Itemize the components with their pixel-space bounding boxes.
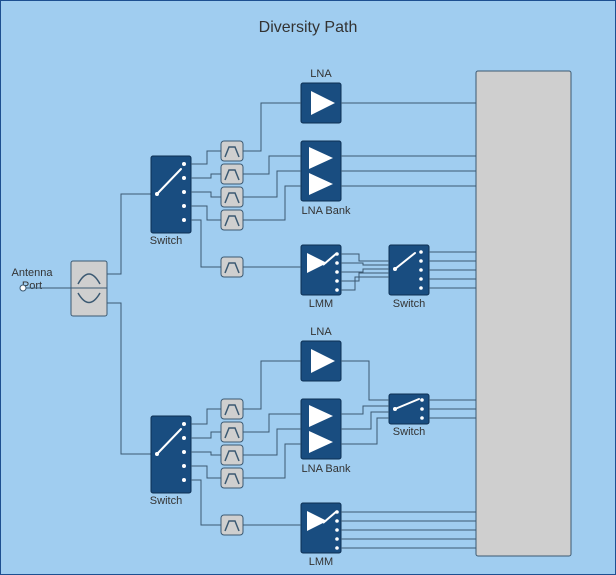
wire-t-f1 [191,151,221,164]
label-transceiver: Transceiver [473,319,573,334]
wire-t-f3 [191,192,221,197]
w-tf1-lna [243,103,301,151]
lnabank-top-block [301,141,341,201]
w-lnab-sw [341,361,389,400]
filters-top [221,141,243,277]
label-switch-bot-left: Switch [136,495,196,507]
label-switch-right-bot: Switch [382,426,436,438]
filter-bot-1 [221,399,243,419]
filter-top-1 [221,141,243,161]
label-lmm-bot: LMM [301,556,341,568]
w-lmmt5-sw [341,277,389,290]
filter-top-4 [221,210,243,230]
lnabank-bot-block [301,399,341,459]
wire-b-f2 [191,432,221,438]
w-tf2-bank [243,156,301,174]
label-lnabank-bot: LNA Bank [286,463,366,475]
filter-top-3 [221,187,243,207]
w-lmmt3-sw [341,269,389,272]
wire-split-top [107,194,151,274]
transceiver-block [476,71,571,556]
filter-top-5 [221,257,243,277]
w-lmmt1-sw [341,254,389,261]
lna-bot-block [301,341,341,381]
input-switch-top [151,156,191,233]
lmm-bot-block [301,503,341,553]
wire-t-f4 [191,206,221,220]
w-bf3-bank [243,429,301,455]
filter-bot-2 [221,422,243,442]
lna-top-block [301,83,341,123]
wire-b-f1 [191,409,221,424]
filters-bot [221,399,243,535]
label-switch-top-left: Switch [136,235,196,247]
filter-top-2 [221,164,243,184]
w-bf1-lna [243,361,301,409]
w-lmmt4-sw [341,273,389,281]
label-lnabank-top: LNA Bank [286,205,366,217]
label-lna-bot: LNA [301,326,341,338]
w-lmmt2-sw [341,263,389,265]
antenna-splitter-block [71,261,107,316]
input-switch-bot [151,416,191,493]
wire-b-f4 [191,466,221,478]
label-lna-top: LNA [301,68,341,80]
filter-bot-5 [221,515,243,535]
filter-bot-3 [221,445,243,465]
diagram-title: Diversity Path [1,19,615,37]
wire-split-bot [107,303,151,454]
wire-b-f3 [191,452,221,455]
wire-t-f2 [191,174,221,178]
w-bankb1-sw [341,406,389,414]
switch-right-top-block [389,245,429,295]
w-tf3-bank [243,171,301,197]
label-lmm-top: LMM [301,298,341,310]
w-bf2-bank [243,414,301,432]
label-switch-right-top: Switch [382,298,436,310]
lmm-top-block [301,245,341,295]
label-antenna-port: Antenna Port [6,267,58,293]
switch-right-bot-block [389,394,429,424]
filter-bot-4 [221,468,243,488]
